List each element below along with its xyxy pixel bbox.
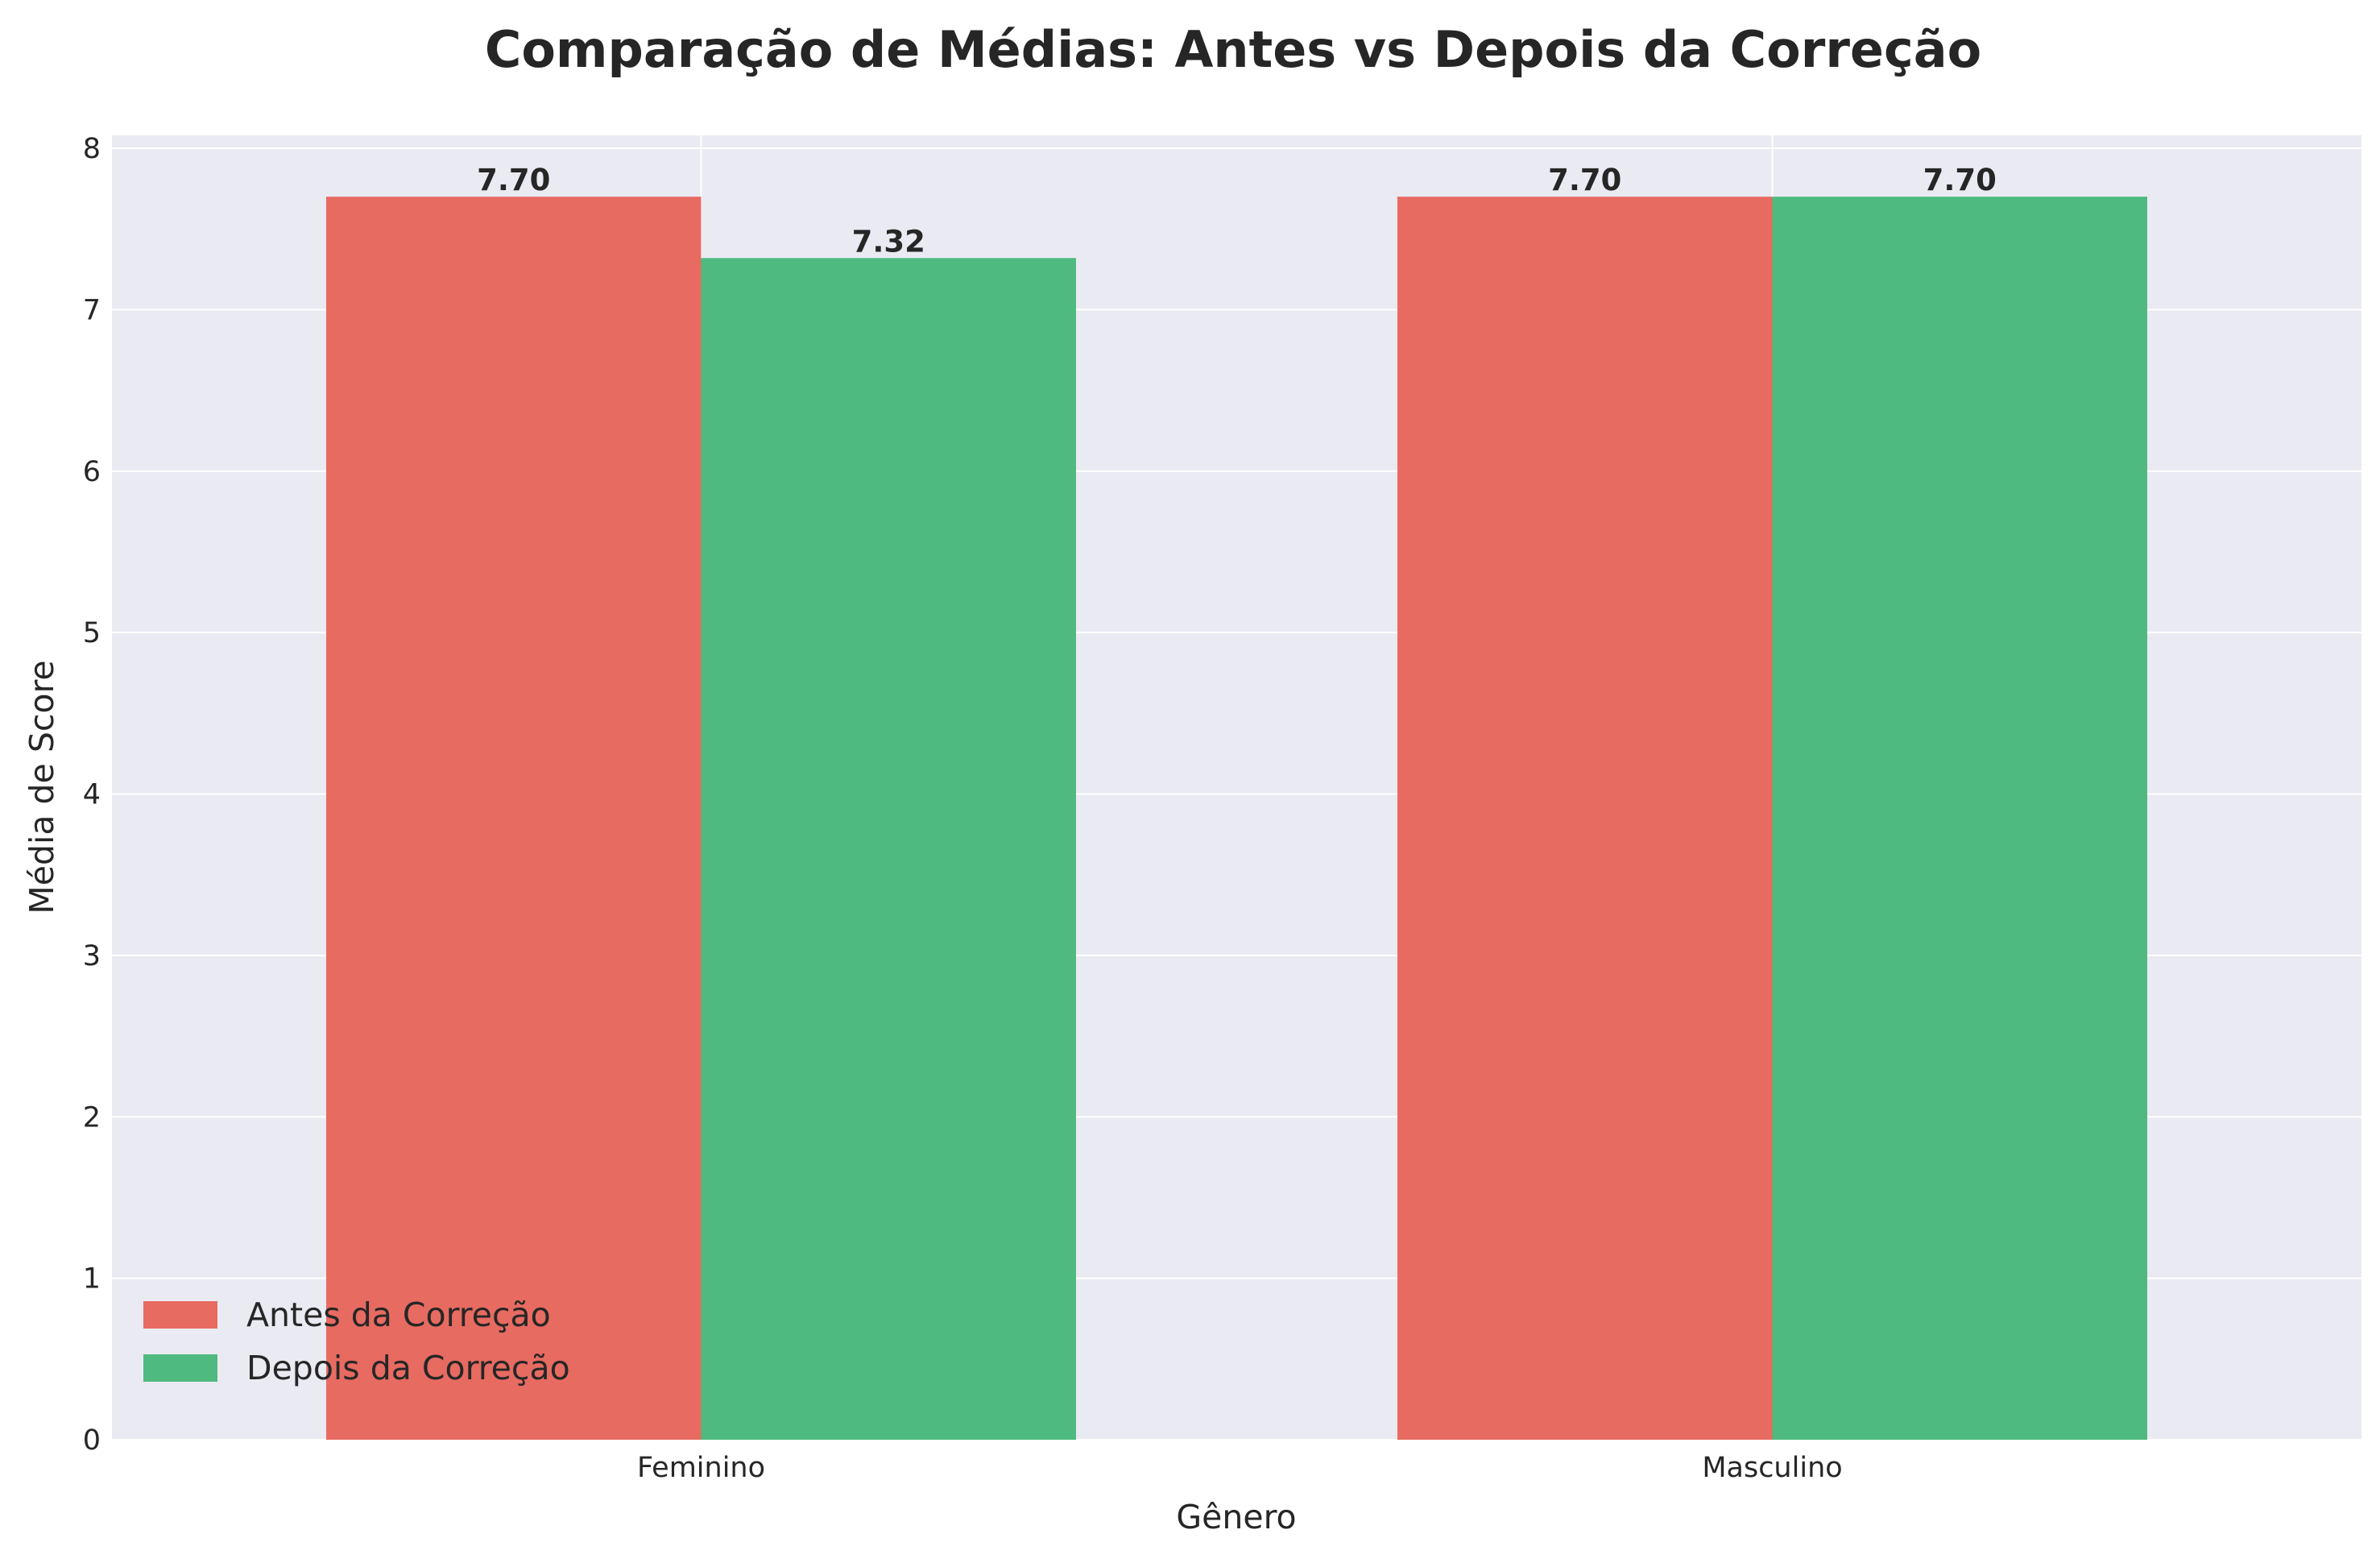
legend: Antes da Correção Depois da Correção — [143, 1296, 570, 1387]
y-tick-label: 1 — [83, 1263, 101, 1296]
bar-value-label: 7.70 — [477, 163, 550, 197]
bar-value-label: 7.70 — [1548, 163, 1621, 197]
y-tick-label: 0 — [83, 1424, 101, 1457]
bar-masculino-antes — [1397, 197, 1773, 1440]
x-tick-label: Masculino — [1702, 1452, 1842, 1484]
x-axis-ticks: Feminino Masculino — [637, 1452, 1843, 1484]
x-axis-label: Gênero — [1176, 1498, 1296, 1536]
y-tick-label: 2 — [83, 1101, 101, 1134]
legend-label: Depois da Correção — [246, 1349, 570, 1387]
chart-title: Comparação de Médias: Antes vs Depois da… — [485, 20, 1981, 79]
y-axis-ticks: 0 1 2 3 4 5 6 7 8 — [83, 133, 101, 1457]
bars — [326, 197, 2147, 1440]
x-tick-label: Feminino — [637, 1452, 765, 1484]
y-axis-label: Média de Score — [23, 660, 61, 914]
bar-feminino-antes — [326, 197, 702, 1440]
bar-value-label: 7.32 — [852, 224, 925, 259]
bar-feminino-depois — [701, 258, 1076, 1440]
y-tick-label: 4 — [83, 779, 101, 811]
y-tick-label: 7 — [83, 294, 101, 326]
legend-swatch — [143, 1301, 217, 1329]
y-tick-label: 8 — [83, 133, 101, 165]
legend-swatch — [143, 1354, 217, 1382]
y-tick-label: 6 — [83, 456, 101, 488]
legend-label: Antes da Correção — [246, 1296, 551, 1334]
data-labels: 7.70 7.70 7.32 7.70 — [477, 163, 1997, 259]
y-tick-label: 3 — [83, 940, 101, 972]
bar-value-label: 7.70 — [1923, 163, 1997, 197]
y-tick-label: 5 — [83, 617, 101, 649]
bar-masculino-depois — [1772, 197, 2147, 1440]
